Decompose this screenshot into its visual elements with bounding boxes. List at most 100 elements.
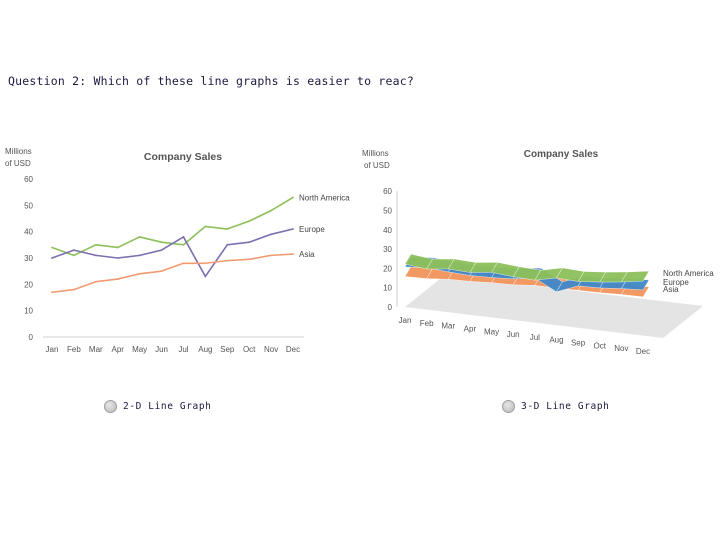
data-point	[292, 253, 294, 255]
x-tick-label: Sep	[220, 345, 235, 354]
y-tick-label: 60	[383, 187, 392, 196]
y-tick-label: 30	[383, 245, 392, 254]
series-line	[51, 196, 294, 257]
series-line	[51, 253, 294, 294]
x-tick-label: May	[132, 345, 147, 354]
data-point	[226, 228, 229, 230]
x-tick-label: Mar	[441, 322, 455, 331]
y-tick-label: 0	[29, 333, 34, 342]
option-2d-line-graph[interactable]: 2-D Line Graph	[104, 400, 211, 413]
y-tick-label: 10	[24, 307, 33, 316]
data-point	[292, 196, 294, 199]
data-point	[270, 233, 272, 236]
y-axis-label: of USD	[364, 161, 390, 170]
data-point	[138, 254, 141, 257]
legend-label: Europe	[663, 278, 689, 287]
x-tick-label: Jan	[46, 345, 59, 354]
x-tick-label: Jun	[507, 330, 520, 339]
x-tick-label: Dec	[286, 345, 300, 354]
x-tick-label: Dec	[636, 347, 650, 356]
radio-button-2d[interactable]	[104, 400, 117, 413]
question-text: Question 2: Which of these line graphs i…	[8, 74, 415, 88]
data-point	[204, 262, 207, 265]
data-point	[226, 259, 229, 262]
data-point	[270, 209, 272, 212]
x-tick-label: Nov	[614, 344, 628, 353]
y-axis-label: of USD	[5, 159, 31, 168]
y-tick-label: 40	[383, 226, 392, 235]
option-label[interactable]: 3-D Line Graph	[521, 401, 610, 412]
data-point	[160, 241, 163, 244]
y-tick-label: 10	[383, 284, 392, 293]
data-point	[138, 272, 141, 275]
data-point	[182, 243, 185, 246]
data-point	[248, 258, 251, 261]
y-tick-label: 40	[24, 228, 33, 237]
x-tick-label: Nov	[264, 345, 278, 354]
data-point	[160, 249, 163, 251]
x-tick-label: Sep	[571, 339, 586, 348]
option-label[interactable]: 2-D Line Graph	[123, 401, 212, 412]
data-point	[51, 257, 53, 259]
data-point	[248, 220, 251, 223]
legend-label: North America	[663, 269, 714, 278]
data-point	[73, 288, 75, 291]
x-tick-label: Apr	[112, 345, 125, 354]
series-line	[51, 228, 294, 278]
floor-plane	[405, 275, 703, 338]
x-tick-label: Apr	[464, 324, 477, 333]
data-point	[94, 243, 97, 246]
data-point	[226, 243, 229, 246]
x-tick-label: Oct	[243, 345, 256, 354]
legend-label: Asia	[299, 250, 315, 259]
y-tick-label: 20	[383, 264, 392, 273]
legend-label: Europe	[299, 225, 325, 234]
data-point	[94, 254, 97, 257]
chart-title: Company Sales	[144, 151, 222, 163]
data-point	[182, 262, 185, 265]
data-point	[182, 236, 185, 238]
x-tick-label: Aug	[549, 336, 563, 345]
x-tick-label: Feb	[420, 319, 434, 328]
data-point	[116, 246, 119, 249]
y-tick-label: 50	[24, 201, 33, 210]
radio-button-3d[interactable]	[502, 400, 515, 413]
x-tick-label: Feb	[67, 345, 81, 354]
y-tick-label: 0	[388, 303, 393, 312]
data-point	[116, 257, 119, 259]
data-point	[204, 225, 207, 228]
x-tick-label: May	[484, 327, 499, 336]
x-tick-label: Jun	[155, 345, 168, 354]
data-point	[270, 254, 272, 257]
data-point	[248, 241, 251, 244]
y-tick-label: 50	[383, 207, 392, 216]
chart-3d-line-graph: Company Sales Millions of USD 0 10 20 30 40 50 60…	[362, 149, 714, 356]
legend-label: Asia	[663, 285, 679, 294]
x-tick-label: Mar	[89, 345, 103, 354]
data-point	[160, 270, 163, 273]
y-tick-label: 60	[24, 175, 33, 184]
y-axis-label: Millions	[5, 147, 32, 156]
option-3d-line-graph[interactable]: 3-D Line Graph	[502, 400, 609, 413]
data-point	[51, 291, 53, 294]
data-point	[138, 236, 141, 238]
data-point	[94, 280, 97, 283]
x-tick-label: Jan	[399, 316, 412, 325]
data-point	[292, 228, 294, 230]
x-tick-label: Oct	[594, 341, 607, 350]
y-tick-label: 20	[24, 280, 33, 289]
x-tick-label: Jul	[530, 333, 540, 342]
data-point	[73, 254, 75, 257]
chart-2d-line-graph: Company Sales Millions of USD 0 10 20 30 40 50 60…	[5, 147, 350, 354]
data-point	[204, 275, 207, 278]
y-tick-label: 30	[24, 254, 33, 263]
legend-label: North America	[299, 193, 350, 202]
y-axis-label: Millions	[362, 149, 389, 158]
data-point	[51, 246, 53, 249]
data-point	[116, 278, 119, 280]
data-point	[73, 249, 75, 251]
ribbon-segment	[621, 270, 650, 283]
chart-title: Company Sales	[524, 149, 599, 160]
x-tick-label: Aug	[198, 345, 212, 354]
x-tick-label: Jul	[178, 345, 188, 354]
